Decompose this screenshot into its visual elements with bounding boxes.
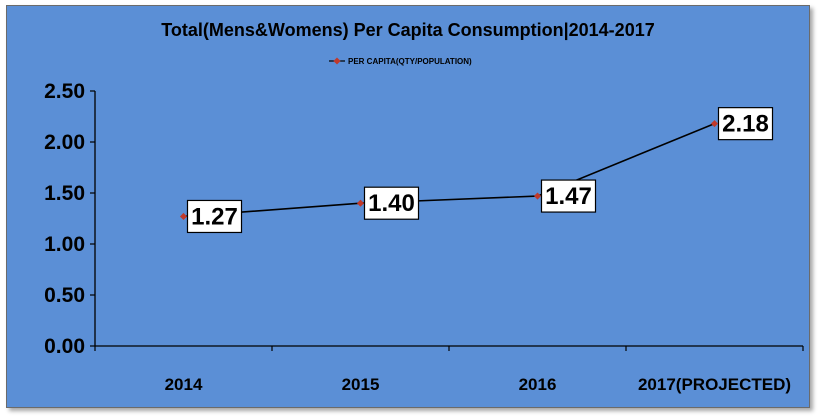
data-label-text: 2.18 — [722, 111, 769, 138]
plot-area: 1.27 1.40 1.47 2.18 — [179, 107, 774, 234]
data-point — [533, 192, 542, 200]
legend-label: PER CAPITA(QTY/POPULATION) — [348, 57, 472, 66]
data-label: 2.18 — [717, 107, 774, 141]
data-label-box — [363, 186, 420, 220]
axes: 0.00 0.50 1.00 1.50 2.00 2.50 2014 2015 2016 2017… — [44, 80, 804, 394]
data-label: 1.47 — [540, 179, 597, 213]
data-label-text: 1.47 — [545, 183, 592, 210]
chart-title: Total(Mens&Womens) Per Capita Consumptio… — [161, 20, 654, 40]
series-line — [183, 122, 715, 218]
x-tick-label: 2017(PROJECTED) — [638, 375, 791, 394]
x-tick-label: 2014 — [165, 375, 203, 394]
x-tick-label: 2015 — [342, 375, 380, 394]
data-label: 1.40 — [363, 186, 420, 220]
data-point — [179, 212, 188, 220]
y-tick-label: 1.00 — [44, 233, 85, 256]
data-label: 1.27 — [186, 199, 243, 234]
line-chart: Total(Mens&Womens) Per Capita Consumptio… — [7, 6, 809, 407]
data-point — [356, 199, 365, 207]
chart-frame: Total(Mens&Womens) Per Capita Consumptio… — [6, 5, 810, 408]
y-tick-label: 0.00 — [44, 335, 85, 358]
x-tick-label: 2016 — [519, 375, 557, 394]
data-label-box — [717, 107, 774, 141]
data-label-box — [540, 179, 597, 213]
legend-marker — [333, 57, 341, 65]
data-label-text: 1.27 — [191, 203, 238, 230]
y-tick-label: 2.00 — [44, 131, 85, 154]
data-label-box — [186, 199, 243, 234]
y-tick-label: 2.50 — [44, 80, 85, 103]
data-point — [710, 120, 719, 128]
legend: PER CAPITA(QTY/POPULATION) — [329, 57, 472, 66]
data-label-text: 1.40 — [368, 190, 415, 217]
y-tick-label: 0.50 — [44, 284, 85, 307]
y-tick-label: 1.50 — [44, 182, 85, 205]
